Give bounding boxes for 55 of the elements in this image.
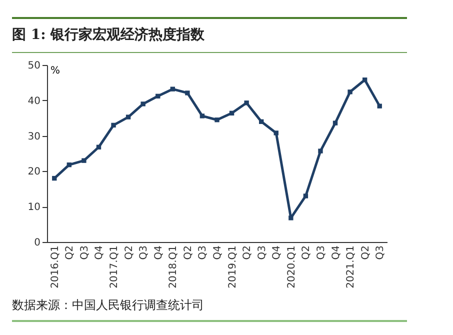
point	[288, 216, 294, 220]
y-tick-label: 50	[28, 60, 40, 72]
point	[126, 114, 131, 120]
x-tick-label: Q3	[79, 246, 90, 260]
point	[96, 144, 102, 150]
x-tick-label: Q4	[212, 246, 224, 260]
point	[303, 194, 308, 198]
x-tick-label: 2020.Q1	[286, 246, 298, 288]
point	[66, 162, 72, 168]
chart-title: 图 1: 银行家宏观经济热度指数	[12, 26, 205, 44]
point	[259, 119, 264, 124]
point	[244, 100, 249, 106]
x-tick-label: Q3	[198, 246, 209, 260]
y-tick-label: 30	[28, 131, 40, 142]
x-tick-label: 2017.Q1	[109, 246, 120, 288]
x-tick-label: Q2	[360, 246, 372, 260]
x-tick-label: Q4	[330, 246, 342, 260]
point	[318, 148, 323, 154]
point	[52, 176, 57, 181]
y-tick-label: 20	[28, 166, 40, 178]
x-tick-label: Q3	[375, 246, 386, 260]
y-tick-label: 0	[34, 238, 40, 248]
x-tick-label: Q3	[316, 246, 327, 260]
source-note: 数据来源：中国人民银行调查统计司	[12, 297, 204, 314]
x-tick-label: 2016.Q1	[50, 246, 61, 288]
point	[362, 78, 368, 82]
x-tick-label: Q2	[182, 246, 194, 260]
y-tick-label: 40	[28, 96, 40, 107]
x-tick-label: Q2	[301, 246, 312, 260]
point	[377, 104, 382, 108]
x-tick-label: Q4	[94, 246, 106, 260]
point	[274, 130, 278, 136]
x-tick-label: Q2	[242, 246, 254, 260]
point	[229, 110, 234, 116]
y-tick-label: 10	[28, 202, 40, 214]
point	[185, 90, 190, 96]
point	[82, 158, 86, 163]
x-tick-label: Q2	[64, 246, 76, 260]
x-tick-label: Q3	[256, 246, 268, 260]
point	[156, 94, 160, 98]
point	[348, 90, 352, 94]
x-tick-label: 2018.Q1	[168, 246, 180, 288]
point	[111, 122, 116, 128]
x-tick-label: Q2	[124, 246, 135, 260]
point	[332, 120, 338, 126]
x-tick-label: Q4	[153, 246, 164, 260]
x-tick-label: Q4	[272, 246, 283, 260]
point	[214, 118, 220, 122]
point	[200, 114, 205, 118]
x-tick-label: Q3	[138, 246, 150, 260]
point	[140, 102, 146, 106]
x-tick-label: 2019.Q1	[227, 246, 238, 288]
point	[170, 86, 175, 92]
x-tick-label: 2021.Q1	[346, 246, 357, 288]
y-axis-title: %	[50, 66, 60, 76]
